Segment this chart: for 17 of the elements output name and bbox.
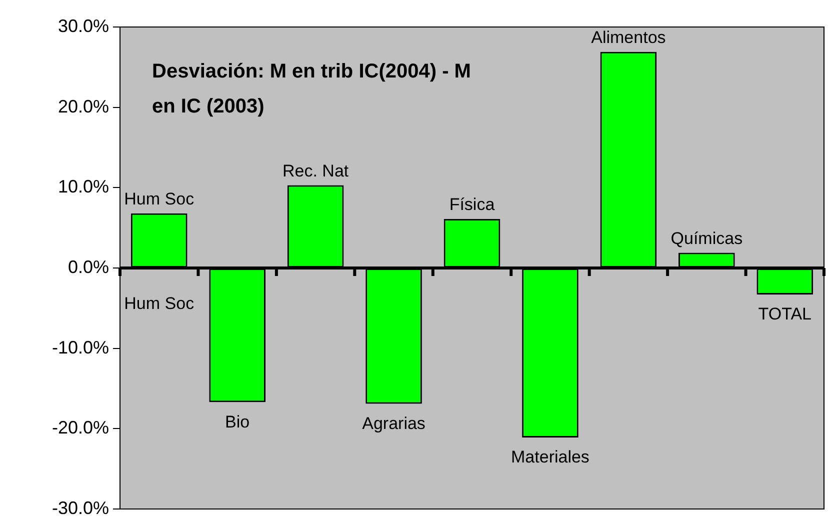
y-tick-label: 0.0% — [68, 256, 109, 277]
annotation: Hum Soc — [124, 294, 195, 314]
text: Desviación: M en trib IC(2004) - M en IC (2003) — [152, 60, 471, 118]
y-tick-label: -20.0% — [52, 418, 109, 438]
y-tick-label: -30.0% — [52, 498, 109, 518]
x-tick-label: TOTAL — [758, 304, 812, 324]
y-tick-label: 10.0% — [58, 176, 109, 197]
x-tick-label: Agrarias — [362, 414, 426, 433]
x-tick-label: Materiales — [511, 448, 590, 467]
x-tick-label: Alimentos — [591, 28, 666, 48]
y-tick-label: 20.0% — [58, 96, 109, 116]
x-tick-label: Químicas — [670, 228, 743, 248]
x-tick-label: Física — [449, 195, 496, 214]
x-tick-label: Bio — [225, 412, 250, 432]
x-tick-label: Rec. Nat — [282, 161, 349, 180]
y-tick-label: 30.0% — [58, 16, 109, 36]
y-tick-label: -10.0% — [52, 337, 109, 358]
